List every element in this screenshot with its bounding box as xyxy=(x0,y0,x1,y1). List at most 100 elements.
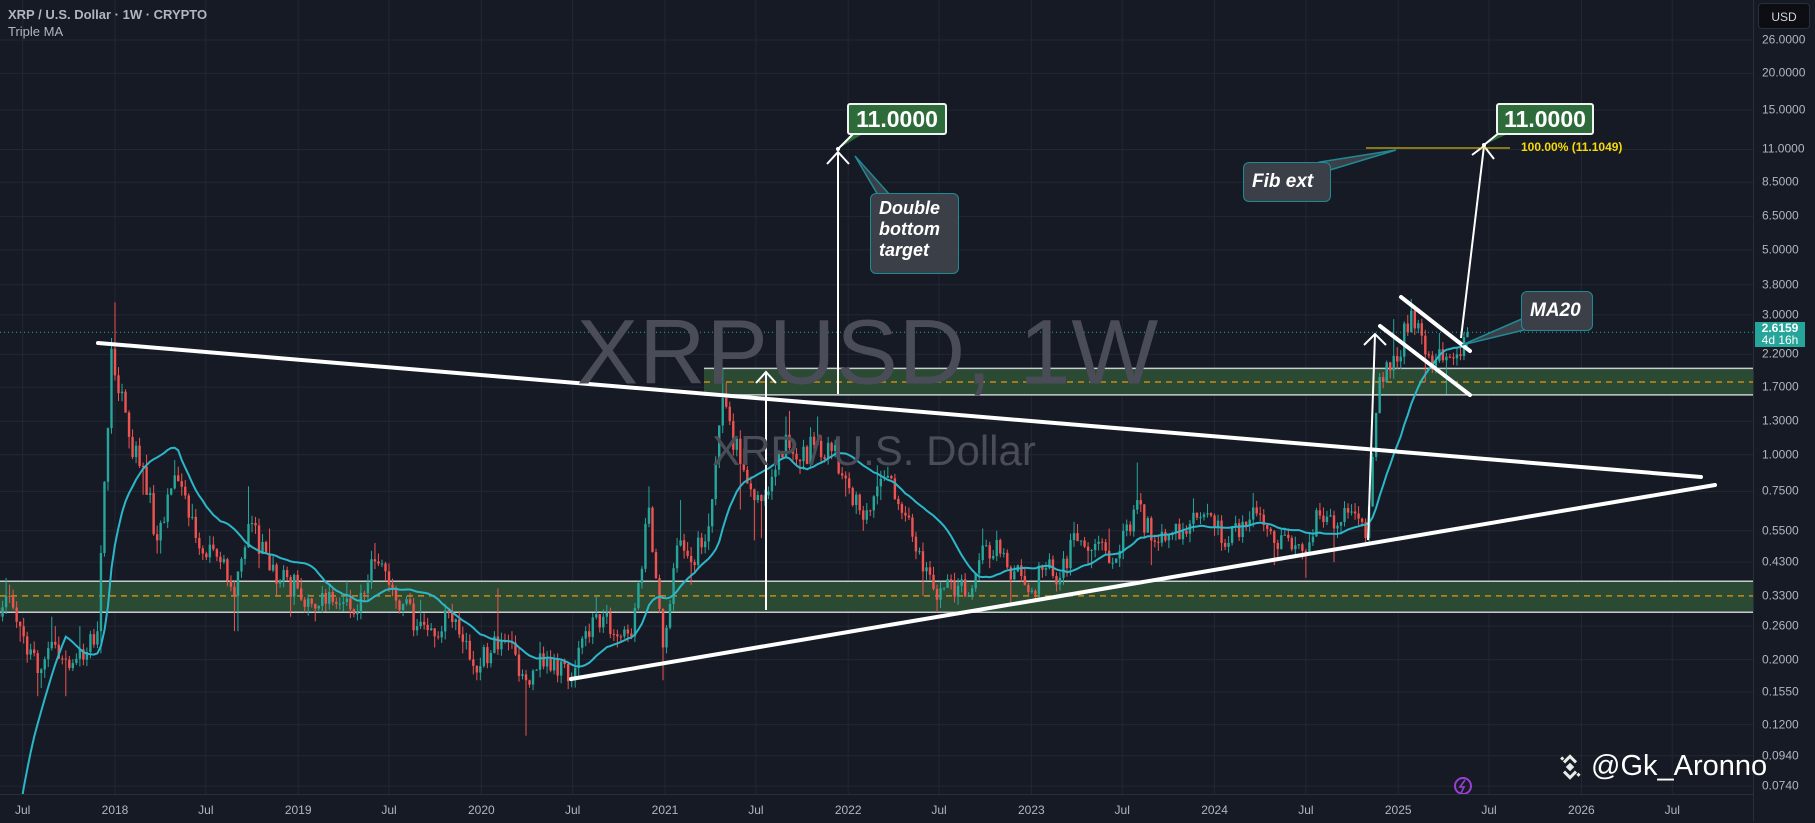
candle xyxy=(1094,539,1096,557)
time-tick-label: 2024 xyxy=(1201,803,1228,817)
price-tick-label: 0.5500 xyxy=(1762,524,1799,537)
price-tick-label: 3.0000 xyxy=(1762,308,1799,321)
candle xyxy=(518,648,520,682)
candle xyxy=(1150,516,1152,565)
symbol-title: XRP / U.S. Dollar · 1W · CRYPTO xyxy=(8,6,207,23)
candle xyxy=(1375,413,1377,461)
candle xyxy=(86,648,88,667)
candle xyxy=(100,545,102,653)
candle xyxy=(149,487,151,503)
candle xyxy=(1097,536,1099,551)
candle xyxy=(637,582,639,610)
indicator-name[interactable]: Triple MA xyxy=(8,23,207,40)
candle xyxy=(1329,509,1331,517)
candle xyxy=(981,529,983,565)
candle xyxy=(247,486,249,548)
ma20-callout[interactable]: MA20 xyxy=(1521,291,1593,331)
price-tick-label: 20.0000 xyxy=(1762,67,1805,80)
candle xyxy=(1199,512,1201,524)
time-tick-label: Jul xyxy=(381,803,396,817)
candle xyxy=(623,626,625,638)
candle xyxy=(75,653,77,665)
fib-level-label: 100.00% (11.1049) xyxy=(1521,140,1622,154)
candle xyxy=(1003,548,1005,557)
candle xyxy=(286,567,288,581)
candle xyxy=(258,519,260,569)
time-tick-label: Jul xyxy=(931,803,946,817)
candle xyxy=(535,669,537,671)
candle xyxy=(859,493,861,514)
candle xyxy=(1291,536,1293,552)
candle xyxy=(1371,453,1373,507)
candle xyxy=(44,657,46,678)
candle xyxy=(1263,509,1265,531)
candle xyxy=(1259,507,1261,521)
candle xyxy=(1083,537,1085,548)
candle xyxy=(567,662,569,689)
candle xyxy=(862,506,864,531)
candle xyxy=(472,651,474,674)
price-tick-label: 15.0000 xyxy=(1762,103,1805,116)
double-bottom-callout[interactable]: Double bottom target xyxy=(870,193,959,274)
candle xyxy=(999,539,1001,558)
candle xyxy=(890,475,892,479)
price-tick-label: 6.5000 xyxy=(1762,210,1799,223)
price-tick-label: 1.3000 xyxy=(1762,415,1799,428)
currency-button[interactable]: USD xyxy=(1758,3,1810,29)
ma20-line xyxy=(0,345,1468,794)
target-label-2[interactable]: 11.0000 xyxy=(1496,103,1594,135)
candle xyxy=(426,618,428,636)
price-tick-label: 0.1550 xyxy=(1762,686,1799,699)
candle xyxy=(989,542,991,569)
candle xyxy=(911,514,913,542)
candle xyxy=(423,613,425,629)
candle xyxy=(852,486,854,506)
candle xyxy=(1428,351,1430,358)
candle xyxy=(1270,527,1272,535)
candle xyxy=(402,604,404,617)
candle xyxy=(93,629,95,648)
fib-ext-callout[interactable]: Fib ext xyxy=(1243,162,1331,202)
price-tick-label: 11.0000 xyxy=(1762,143,1805,156)
candle xyxy=(1456,347,1458,366)
candle xyxy=(704,534,706,553)
candle xyxy=(152,485,154,536)
candle xyxy=(135,441,137,463)
target-2-anchor xyxy=(1482,143,1486,147)
candle xyxy=(29,644,31,660)
candle xyxy=(753,489,755,541)
candle xyxy=(1238,519,1240,541)
time-tick-label: 2022 xyxy=(835,803,862,817)
candle xyxy=(490,650,492,667)
candle xyxy=(1277,540,1279,557)
candle xyxy=(1143,504,1145,539)
candle xyxy=(1459,346,1461,360)
candle xyxy=(1006,549,1008,569)
chart-legend: XRP / U.S. Dollar · 1W · CRYPTO Triple M… xyxy=(8,6,207,40)
support-zone[interactable] xyxy=(0,581,1753,612)
candle xyxy=(272,556,274,572)
price-tick-label: 5.0000 xyxy=(1762,243,1799,256)
candle xyxy=(469,634,471,660)
candle xyxy=(1196,512,1198,520)
candle xyxy=(925,562,927,580)
price-tick-label: 0.2600 xyxy=(1762,620,1799,633)
candle xyxy=(964,573,966,597)
candle xyxy=(648,486,650,527)
candle xyxy=(662,608,664,680)
target-label-1[interactable]: 11.0000 xyxy=(847,103,947,135)
candle xyxy=(1294,537,1296,555)
candle xyxy=(219,552,221,569)
candle xyxy=(412,598,414,636)
candle xyxy=(156,526,158,554)
candle xyxy=(918,548,920,555)
candle xyxy=(946,574,948,588)
candle xyxy=(1385,361,1387,383)
candle xyxy=(1062,551,1064,585)
candle xyxy=(240,557,242,578)
candle xyxy=(844,471,846,496)
candle xyxy=(1136,463,1138,515)
time-tick-label: Jul xyxy=(565,803,580,817)
